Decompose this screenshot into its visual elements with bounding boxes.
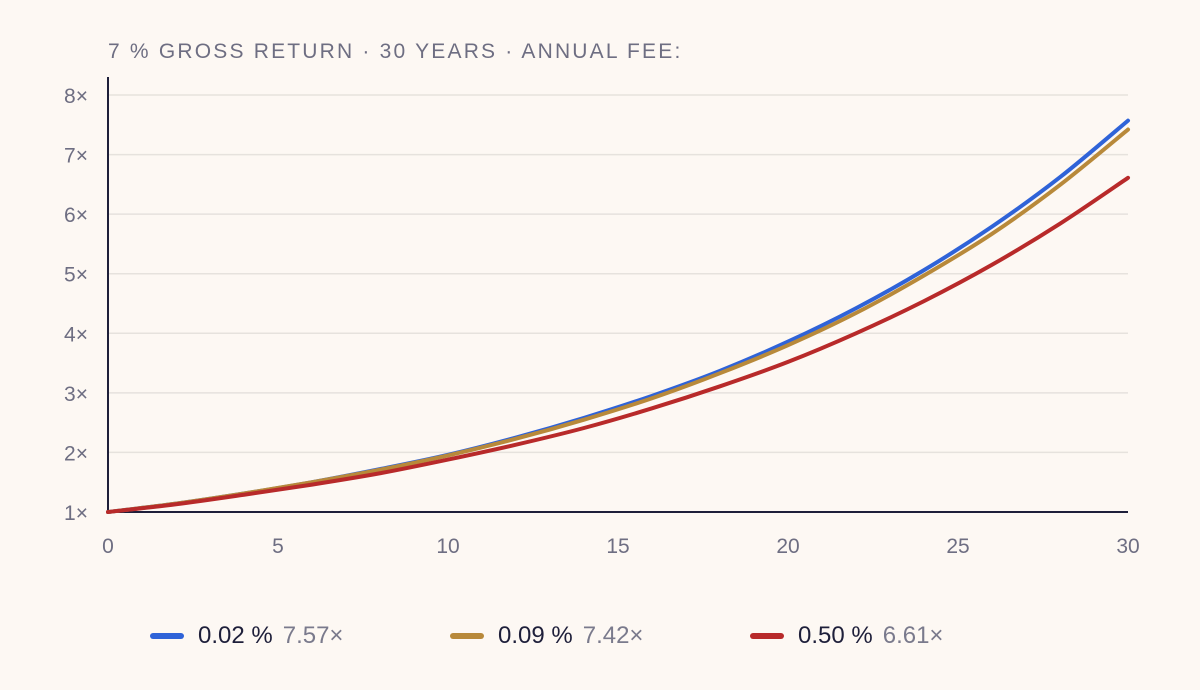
y-tick-label: 6× — [64, 204, 88, 227]
series-lines — [106, 118, 1130, 514]
x-tick-label: 30 — [1116, 535, 1139, 558]
x-tick-label: 20 — [776, 535, 799, 558]
legend-swatch — [750, 633, 784, 639]
tick-labels: 1× 2× 3× 4× 5× 6× 7× 8× 0 5 10 15 20 25 30 — [64, 85, 1140, 558]
y-tick-label: 4× — [64, 323, 88, 346]
series-line-0 — [106, 118, 1130, 514]
legend-item: 0.02 % 7.57× — [150, 622, 343, 650]
x-tick-label: 5 — [272, 535, 284, 558]
legend-final-value: 7.42× — [582, 622, 644, 649]
legend-item: 0.50 % 6.61× — [750, 622, 943, 650]
chart-title: 7 % GROSS RETURN · 30 YEARS · ANNUAL FEE… — [108, 40, 683, 63]
x-tick-label: 10 — [436, 535, 459, 558]
y-tick-label: 5× — [64, 264, 88, 287]
y-tick-label: 7× — [64, 145, 88, 168]
x-tick-label: 15 — [606, 535, 629, 558]
grid-lines — [108, 94, 1128, 454]
legend: 0.02 % 7.57× 0.09 % 7.42× 0.50 % 6.61× — [0, 622, 1200, 656]
series-line-2 — [106, 175, 1130, 514]
y-tick-label: 1× — [64, 502, 88, 525]
y-tick-label: 3× — [64, 383, 88, 406]
x-tick-label: 25 — [946, 535, 969, 558]
legend-label: 0.50 % — [798, 622, 873, 649]
legend-label: 0.02 % — [198, 622, 273, 649]
legend-final-value: 7.57× — [282, 622, 344, 649]
axes — [107, 77, 1128, 513]
legend-item: 0.09 % 7.42× — [450, 622, 643, 650]
series-line-1 — [106, 127, 1130, 514]
y-tick-label: 8× — [64, 85, 88, 108]
legend-swatch — [450, 633, 484, 639]
legend-label: 0.09 % — [498, 622, 573, 649]
legend-swatch — [150, 633, 184, 639]
legend-final-value: 6.61× — [882, 622, 944, 649]
y-tick-label: 2× — [64, 442, 88, 465]
x-tick-label: 0 — [102, 535, 114, 558]
